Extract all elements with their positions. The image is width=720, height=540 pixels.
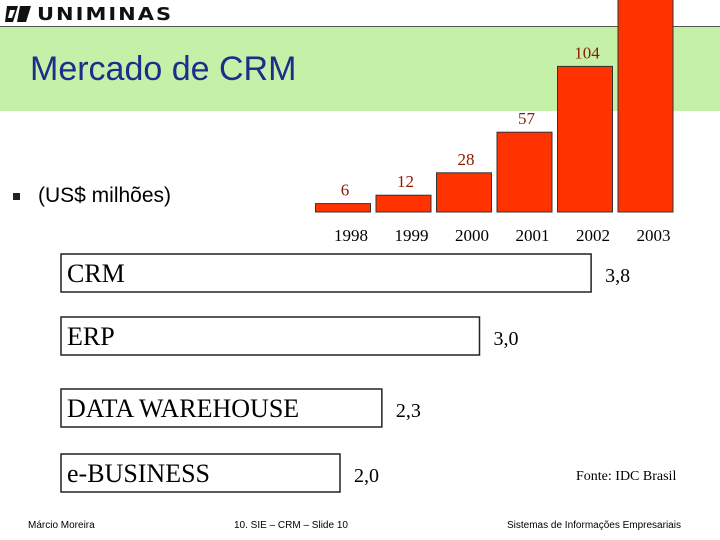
- bar-2003: [617, 0, 674, 213]
- footer-course: Sistemas de Informações Empresariais: [507, 520, 681, 531]
- bullet-text: (US$ milhões): [38, 184, 172, 207]
- source-note: Fonte: IDC Brasil: [576, 469, 676, 484]
- uniminas-logo: UNIMINAS: [4, 2, 173, 26]
- footer-author: Márcio Moreira: [28, 520, 95, 531]
- hbar-category-label: ERP: [67, 322, 115, 351]
- hbar-crm: [60, 253, 592, 293]
- bar-2002: [557, 65, 613, 213]
- hbar-value-label: 3,0: [494, 328, 519, 350]
- bar-1999: [375, 194, 432, 213]
- bar-value-label: 12: [397, 172, 414, 191]
- hbar-e-business: [60, 453, 341, 493]
- bullet-marker: [13, 193, 20, 200]
- x-tick-label: 1998: [334, 226, 368, 245]
- hbar-category-label: e-BUSINESS: [67, 459, 210, 488]
- x-tick-label: 2000: [455, 226, 489, 245]
- x-tick-label: 2003: [637, 226, 671, 245]
- hbar-erp: [60, 316, 481, 356]
- bar-2000: [436, 172, 492, 213]
- bar-value-label: 6: [341, 181, 350, 200]
- slide-title: Mercado de CRM: [30, 50, 297, 88]
- x-tick-label: 2001: [516, 226, 550, 245]
- footer-slide-info: 10. SIE – CRM – Slide 10: [234, 520, 348, 531]
- header-divider: [0, 26, 720, 27]
- hbar-data-warehouse: [60, 388, 383, 428]
- logo-mark-icon: [5, 6, 31, 22]
- logo-text: UNIMINAS: [37, 3, 174, 25]
- bar-1998: [315, 203, 371, 213]
- x-tick-label: 2002: [576, 226, 610, 245]
- hbar-category-label: DATA WAREHOUSE: [67, 394, 299, 423]
- hbar-value-label: 2,0: [354, 465, 379, 487]
- hbar-category-label: CRM: [67, 259, 125, 288]
- hbar-value-label: 3,8: [605, 265, 630, 287]
- hbar-value-label: 2,3: [396, 400, 421, 422]
- bar-2001: [496, 131, 553, 213]
- bar-value-label: 104: [574, 43, 600, 62]
- x-tick-label: 1999: [395, 226, 429, 245]
- bar-value-label: 28: [458, 150, 475, 169]
- bar-value-label: 57: [518, 109, 536, 128]
